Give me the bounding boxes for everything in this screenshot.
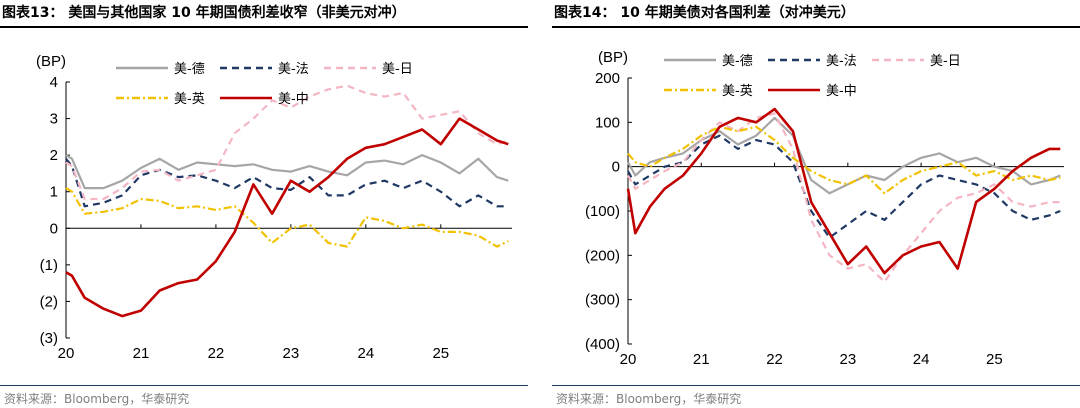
chart-panel-13: 图表13： 美国与其他国家 10 年期国债利差收窄（非美元对冲） (BP) 4 3 2…	[0, 0, 528, 408]
x-tick-label: 20	[58, 345, 75, 362]
legend-label-us_uk: 美-英	[174, 92, 205, 107]
legend-label-us_jp: 美-日	[382, 62, 413, 77]
chart-title-13: 图表13： 美国与其他国家 10 年期国债利差收窄（非美元对冲）	[2, 5, 406, 21]
x-tick-label: 23	[283, 345, 300, 362]
series-line-us_uk	[65, 187, 509, 248]
legend-label-us_cn: 美-中	[826, 84, 857, 99]
y-tick-label: (3)	[40, 330, 58, 347]
y-tick-label: (400)	[585, 336, 620, 353]
chart-title-14: 图表14： 10 年期美债对各国利差（对冲美元）	[554, 5, 855, 21]
legend-label-us_cn: 美-中	[278, 92, 309, 107]
y-tick-label: (200)	[585, 247, 620, 264]
y-tick-label: 0	[50, 220, 58, 237]
x-tick-label: 25	[432, 345, 449, 362]
y-tick-label: (300)	[585, 292, 620, 309]
series-line-us_cn	[626, 107, 1061, 275]
y-tick-label: 200	[595, 70, 620, 87]
source-rule	[552, 385, 1080, 386]
legend-label-us_jp: 美-日	[930, 54, 961, 69]
series-line-us_cn	[65, 117, 509, 318]
source-rule	[0, 385, 528, 386]
x-tick-label: 22	[766, 351, 783, 368]
chart-panel-14: 图表14： 10 年期美债对各国利差（对冲美元） (BP) 200 100 0 (100…	[552, 0, 1080, 408]
x-tick-label: 24	[357, 345, 374, 362]
series-line-us_jp	[65, 84, 509, 201]
y-tick-label: 0	[612, 159, 620, 176]
title-rule	[0, 26, 528, 28]
y-tick-label: (2)	[40, 293, 58, 310]
y-tick-label: 4	[50, 74, 58, 91]
y-tick-label: (100)	[585, 203, 620, 220]
y-tick-label: (1)	[40, 257, 58, 274]
x-tick-label: 24	[913, 351, 930, 368]
series-line-us_uk	[627, 125, 1061, 195]
series-line-us_jp	[627, 112, 1061, 283]
source-note: 资料来源：Bloomberg，华泰研究	[556, 392, 742, 406]
x-tick-label: 25	[986, 351, 1003, 368]
legend-label-us_de: 美-德	[722, 54, 753, 69]
y-tick-label: 3	[50, 111, 58, 128]
series-line-us_de	[65, 153, 509, 190]
title-rule	[552, 26, 1080, 28]
x-tick-label: 22	[208, 345, 225, 362]
y-tick-label: 100	[595, 114, 620, 131]
y-unit-label: (BP)	[36, 53, 66, 70]
legend-label-us_fr: 美-法	[278, 62, 309, 77]
x-tick-label: 20	[620, 351, 637, 368]
series-line-us_de	[627, 116, 1061, 195]
series-line-us_fr	[65, 158, 509, 208]
legend-label-us_de: 美-德	[174, 62, 205, 77]
y-tick-label: 2	[50, 147, 58, 164]
legend-label-us_fr: 美-法	[826, 54, 857, 69]
legend-label-us_uk: 美-英	[722, 84, 753, 99]
x-tick-label: 23	[839, 351, 856, 368]
source-note: 资料来源：Bloomberg，华泰研究	[4, 392, 190, 406]
chart-14-plot: (BP) 200 100 0 (100) (200) (300) (400)20 21 22 23 2…	[585, 49, 1064, 368]
y-unit-label: (BP)	[598, 49, 628, 66]
x-tick-label: 21	[693, 351, 710, 368]
y-tick-label: 1	[50, 184, 58, 201]
x-tick-label: 21	[133, 345, 150, 362]
